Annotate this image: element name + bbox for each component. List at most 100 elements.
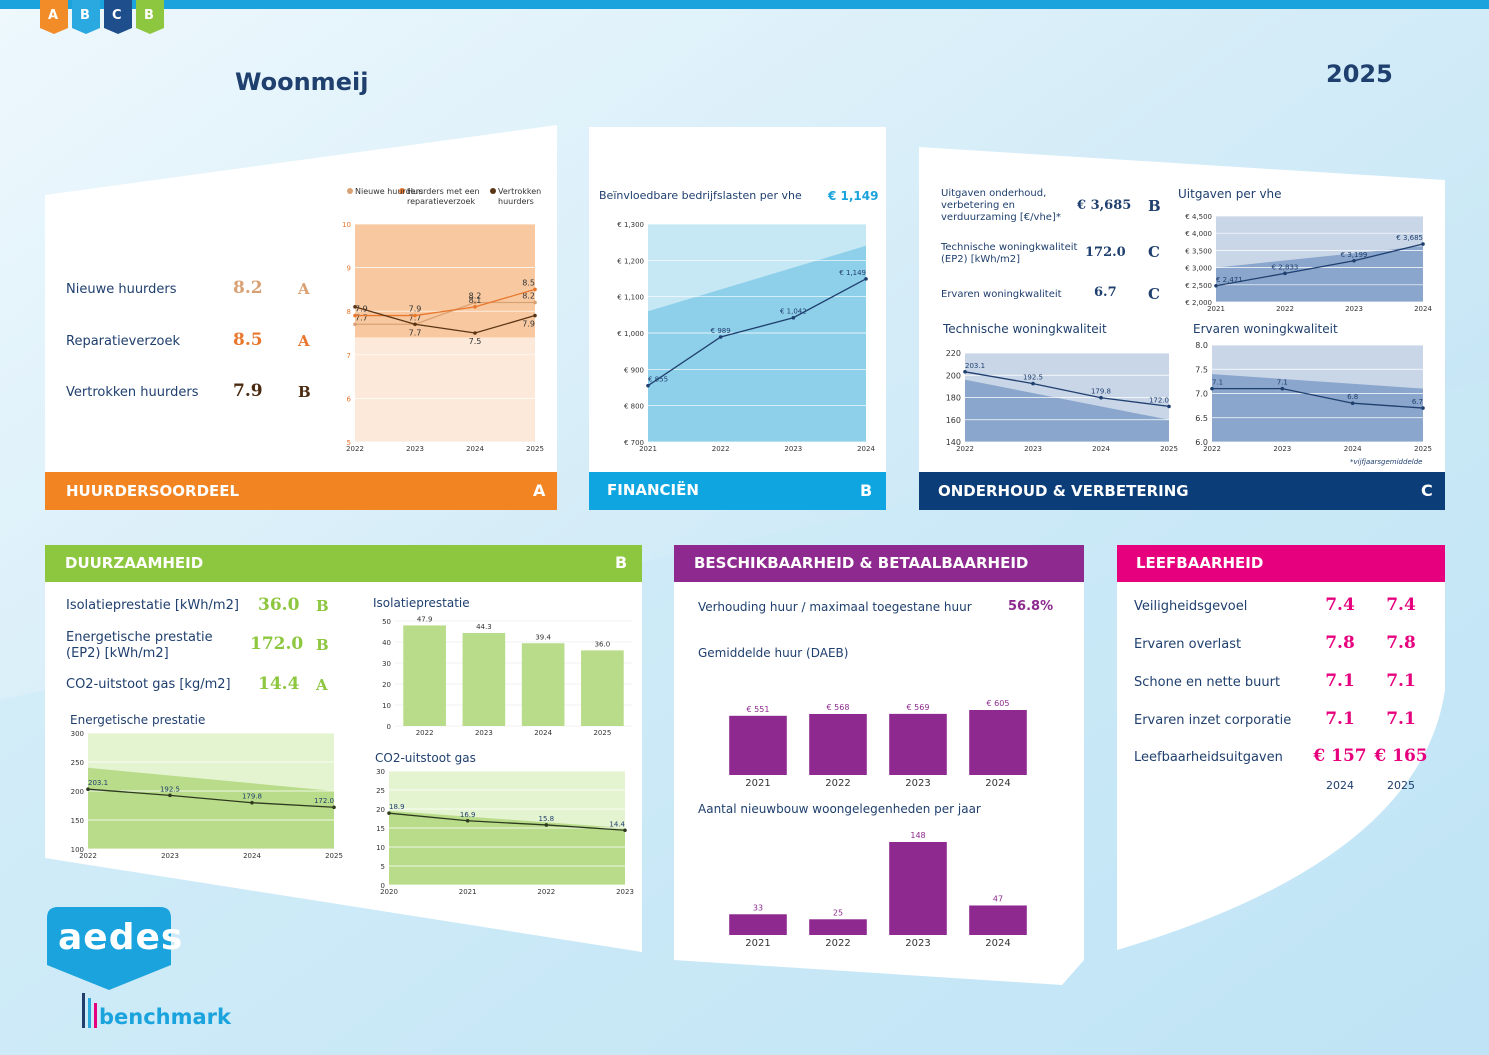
x-tick-label: 2022 <box>416 729 434 737</box>
legend-label: Huurders met een reparatieverzoek <box>407 187 480 206</box>
data-label: 7.1 <box>1212 379 1223 387</box>
panel-heading: FINANCIËN <box>607 481 699 499</box>
data-point <box>1280 386 1285 391</box>
x-tick-label: 2022 <box>1276 305 1294 313</box>
panel-footer <box>919 472 1445 510</box>
logo-text: aedes <box>58 917 184 958</box>
data-point <box>1352 258 1356 263</box>
x-tick-label: 2022 <box>346 445 364 453</box>
x-tick-label: 2025 <box>593 729 611 737</box>
x-tick-label: 2024 <box>1092 445 1110 453</box>
data-point <box>646 383 650 388</box>
panel-score: C <box>1421 481 1433 500</box>
kpi-score: C <box>1148 243 1160 261</box>
data-line <box>647 278 867 387</box>
data-label: 203.1 <box>965 362 985 370</box>
data-point <box>473 300 477 305</box>
x-tick-label: 2022 <box>956 445 974 453</box>
bar <box>403 625 446 726</box>
kpi-score: B <box>316 597 329 615</box>
x-tick-label: 2025 <box>1160 445 1178 453</box>
data-point <box>1167 404 1171 409</box>
x-tick-label: 2024 <box>534 729 552 737</box>
data-point <box>413 313 417 318</box>
kpi-score: A <box>316 676 328 694</box>
benchmark-band <box>648 245 866 442</box>
benchmark-band <box>1216 246 1423 302</box>
x-tick-label: 2025 <box>1414 445 1432 453</box>
x-tick-label: 2024 <box>985 778 1010 789</box>
data-label: € 1,042 <box>780 308 807 316</box>
x-tick-label: 2022 <box>825 938 850 949</box>
benchmark-band <box>965 379 1169 442</box>
kpi-score: B <box>316 636 329 654</box>
kpi-value: 36.0 <box>258 595 300 615</box>
y-tick-label: 0 <box>387 723 391 731</box>
kpi-score: B <box>1148 197 1161 215</box>
x-tick-label: 2023 <box>1345 305 1363 313</box>
data-label: 172.0 <box>1149 396 1169 404</box>
data-label: 39.4 <box>535 633 551 641</box>
y-tick-label: 140 <box>946 438 961 447</box>
data-point <box>791 315 796 320</box>
data-line <box>1215 243 1424 287</box>
data-label: 25 <box>833 908 843 917</box>
data-point <box>353 313 357 318</box>
y-tick-label: 7.5 <box>1195 365 1208 374</box>
y-tick-label: 40 <box>382 639 391 647</box>
kpi-label: CO2-uitstoot gas [kg/m2] <box>66 677 231 692</box>
panel-header <box>1117 545 1445 582</box>
benchmark-band <box>1212 374 1423 442</box>
y-tick-label: € 1,300 <box>617 221 644 229</box>
data-point <box>353 305 357 309</box>
data-label: 15.8 <box>539 815 555 823</box>
kpi-label: Beïnvloedbare bedrijfslasten per vhe <box>599 189 802 202</box>
y-tick-label: 220 <box>946 349 961 358</box>
data-label: 47.9 <box>417 615 433 623</box>
y-tick-label: € 1,200 <box>617 257 644 265</box>
data-label: 7.1 <box>1277 379 1288 387</box>
kpi-value: 8.5 <box>233 330 263 350</box>
panel <box>674 582 1084 985</box>
x-tick-label: 2024 <box>857 445 875 453</box>
logo-shape <box>47 907 171 990</box>
y-tick-label: 200 <box>946 371 961 380</box>
data-line <box>87 788 335 808</box>
data-point <box>250 800 254 805</box>
panel-footer <box>589 472 886 510</box>
y-tick-label: 20 <box>376 806 385 814</box>
data-point <box>1350 401 1355 406</box>
x-tick-label: 2023 <box>1273 445 1291 453</box>
kpi-value: 172.0 <box>250 634 304 654</box>
chart-title: Ervaren woningkwaliteit <box>1193 322 1338 336</box>
logo-letter: A <box>48 8 59 23</box>
data-point <box>1421 406 1425 410</box>
x-tick-label: 2024 <box>243 852 261 860</box>
x-tick-label: 2025 <box>325 852 343 860</box>
kpi-value: 56.8% <box>1008 599 1054 614</box>
data-point <box>387 811 391 815</box>
y-tick-label: 30 <box>376 768 385 776</box>
data-point <box>1210 386 1214 391</box>
legend-marker <box>490 188 496 194</box>
benchmark-band <box>389 810 625 885</box>
data-point <box>1421 242 1425 246</box>
kpi-value: € 1,149 <box>828 189 879 203</box>
x-tick-label: 2023 <box>1024 445 1042 453</box>
data-point <box>1214 283 1218 288</box>
y-tick-label: € 700 <box>624 439 644 447</box>
footnote: *vijfjaarsgemiddelde <box>1350 458 1423 466</box>
panel-heading: LEEFBAARHEID <box>1136 554 1264 572</box>
data-label: 7.9 <box>409 305 422 314</box>
data-label: € 605 <box>987 699 1010 708</box>
data-point <box>623 828 627 833</box>
panel-heading: BESCHIKBAARHEID & BETAALBAARHEID <box>694 554 1029 572</box>
x-tick-label: 2023 <box>161 852 179 860</box>
logo-tile <box>72 0 100 34</box>
data-line <box>388 812 626 831</box>
bar <box>969 710 1027 775</box>
kpi-value: 172.0 <box>1085 245 1126 260</box>
row-value: 7.1 <box>1386 671 1416 691</box>
row-value: 7.1 <box>1325 671 1355 691</box>
y-tick-label: € 3,500 <box>1185 247 1212 255</box>
